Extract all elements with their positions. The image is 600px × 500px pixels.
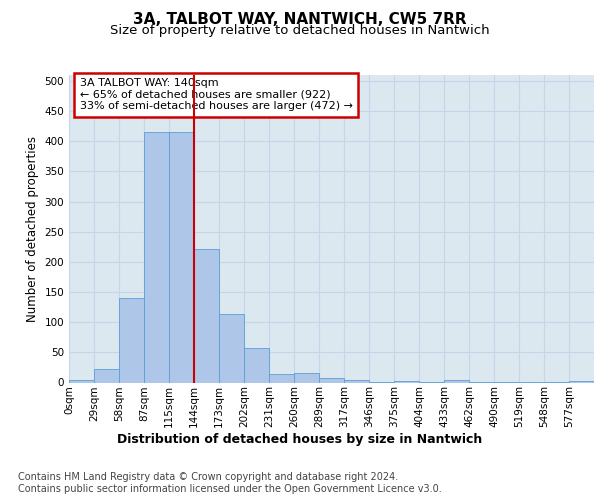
Text: Distribution of detached houses by size in Nantwich: Distribution of detached houses by size … <box>118 432 482 446</box>
Bar <box>219 314 244 382</box>
Text: 3A TALBOT WAY: 140sqm
← 65% of detached houses are smaller (922)
33% of semi-det: 3A TALBOT WAY: 140sqm ← 65% of detached … <box>79 78 353 112</box>
Text: 3A, TALBOT WAY, NANTWICH, CW5 7RR: 3A, TALBOT WAY, NANTWICH, CW5 7RR <box>133 12 467 28</box>
Text: Size of property relative to detached houses in Nantwich: Size of property relative to detached ho… <box>110 24 490 37</box>
Y-axis label: Number of detached properties: Number of detached properties <box>26 136 39 322</box>
Bar <box>444 380 469 382</box>
Bar <box>269 374 294 382</box>
Bar <box>294 374 319 382</box>
Bar <box>94 369 119 382</box>
Bar <box>69 380 94 382</box>
Bar <box>344 380 369 382</box>
Bar <box>244 348 269 382</box>
Bar <box>119 298 144 382</box>
Bar <box>319 378 344 382</box>
Text: Contains public sector information licensed under the Open Government Licence v3: Contains public sector information licen… <box>18 484 442 494</box>
Bar <box>194 248 219 382</box>
Bar <box>144 132 169 382</box>
Bar <box>169 132 194 382</box>
Text: Contains HM Land Registry data © Crown copyright and database right 2024.: Contains HM Land Registry data © Crown c… <box>18 472 398 482</box>
